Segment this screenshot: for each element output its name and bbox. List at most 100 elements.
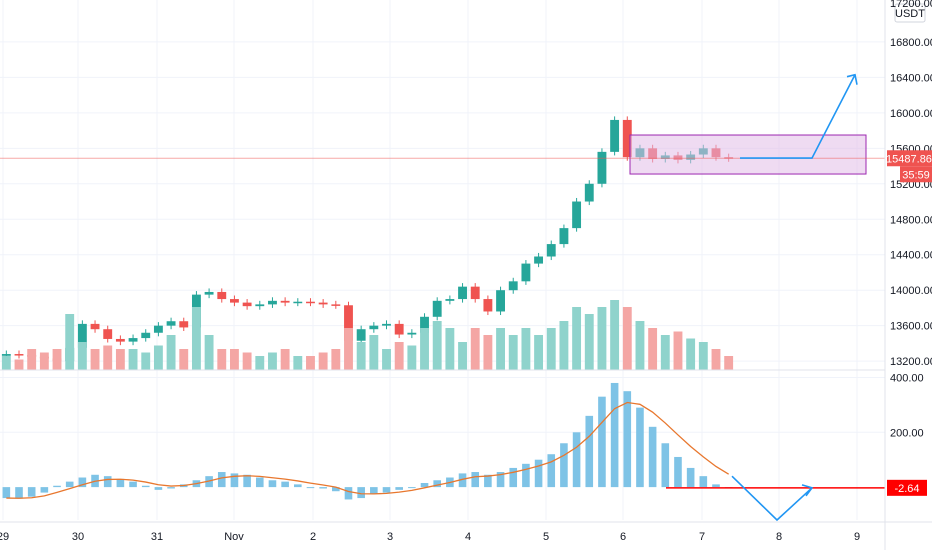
candle[interactable]	[432, 300, 442, 317]
volume-bar	[546, 328, 556, 370]
candle[interactable]	[204, 291, 214, 295]
volume-bar	[559, 321, 569, 370]
candle[interactable]	[622, 119, 632, 158]
time-axis[interactable]: 29 30 31 Nov 2 3 4 5 6 7 8 9	[0, 531, 860, 543]
currency-badge[interactable]	[894, 3, 926, 23]
time-axis-label: 4	[465, 531, 471, 543]
macd-histogram-bar	[610, 382, 619, 488]
candle[interactable]	[572, 201, 582, 229]
candle[interactable]	[230, 299, 239, 303]
candle[interactable]	[331, 304, 341, 306]
candle[interactable]	[141, 332, 151, 339]
macd-histogram-bar	[116, 478, 125, 488]
price-axis-label: 14400.00	[890, 250, 932, 262]
candle[interactable]	[344, 305, 353, 341]
forecast-arrow-price[interactable]	[740, 74, 856, 159]
candle[interactable]	[407, 332, 417, 335]
macd-histogram-bar	[141, 485, 150, 488]
macd-histogram-bar	[344, 487, 353, 500]
indicator-axis[interactable]: 400.00 200.00	[890, 372, 924, 439]
price-axis-label: 13600.00	[890, 321, 932, 333]
candle[interactable]	[179, 321, 189, 328]
candle[interactable]	[610, 119, 620, 152]
candle[interactable]	[496, 290, 505, 312]
candle[interactable]	[318, 302, 328, 305]
volume-bar	[711, 349, 721, 370]
macd-histogram-bar	[243, 474, 251, 488]
indicator-axis-label: 200.00	[890, 427, 924, 439]
candle[interactable]	[242, 302, 252, 307]
volume-bar	[242, 352, 252, 370]
candle[interactable]	[293, 301, 303, 304]
candle[interactable]	[103, 329, 113, 339]
candle[interactable]	[115, 338, 125, 342]
volume-bar	[331, 349, 341, 370]
price-axis[interactable]: 16800.0016400.0016000.0015600.0015200.00…	[890, 37, 932, 368]
volume-pane	[1, 300, 734, 370]
volume-bar	[635, 321, 645, 370]
macd-histogram-bar	[332, 487, 340, 492]
macd-histogram-bar	[496, 472, 505, 488]
candle[interactable]	[90, 323, 100, 330]
volume-bar	[141, 352, 151, 370]
candle[interactable]	[546, 244, 556, 257]
candle[interactable]	[521, 263, 531, 282]
candle[interactable]	[483, 299, 493, 312]
volume-bar	[572, 307, 582, 370]
macd-histogram-bar	[484, 474, 492, 488]
macd-histogram-bar	[53, 485, 61, 488]
macd-histogram-bar	[686, 467, 695, 488]
candle[interactable]	[534, 256, 544, 264]
candle[interactable]	[306, 301, 315, 304]
candle[interactable]	[470, 286, 480, 300]
macd-histogram-bar	[636, 407, 644, 488]
volume-bar	[128, 349, 138, 370]
candle[interactable]	[420, 316, 429, 333]
candle[interactable]	[280, 300, 290, 303]
candle[interactable]	[1, 354, 11, 356]
candle[interactable]	[166, 321, 176, 326]
candle[interactable]	[584, 183, 594, 202]
time-axis-label: 9	[854, 531, 860, 543]
candle[interactable]	[14, 354, 24, 356]
volume-bar	[724, 356, 734, 370]
candle[interactable]	[458, 286, 467, 300]
candle[interactable]	[255, 304, 265, 307]
macd-histogram-bar	[40, 487, 49, 493]
volume-bar	[686, 338, 696, 370]
candle[interactable]	[508, 281, 518, 291]
time-axis-label: 29	[0, 531, 9, 543]
forecast-drawings[interactable]	[731, 73, 858, 522]
volume-bar	[356, 342, 366, 370]
candle[interactable]	[382, 323, 391, 326]
candle[interactable]	[356, 329, 366, 341]
candle[interactable]	[128, 338, 138, 342]
candle[interactable]	[217, 291, 227, 300]
macd-histogram-bar	[230, 473, 239, 488]
macd-histogram-bar	[408, 487, 416, 489]
macd-histogram-bar	[2, 487, 11, 499]
volume-bar	[230, 349, 239, 370]
time-axis-label: 31	[151, 531, 163, 543]
volume-bar	[584, 314, 594, 370]
volume-bar	[77, 342, 87, 370]
macd-signal-line[interactable]	[6, 401, 730, 499]
volume-bar	[153, 345, 163, 370]
chart-grid	[0, 0, 885, 520]
range-box-rect[interactable]	[629, 134, 867, 175]
candle[interactable]	[394, 323, 404, 335]
candle[interactable]	[268, 300, 277, 305]
forecast-arrow-macd[interactable]	[731, 475, 813, 522]
macd-histogram-bar	[395, 487, 403, 490]
macd-histogram-bar	[420, 483, 429, 488]
volume-bar	[268, 352, 277, 370]
candle[interactable]	[153, 325, 163, 333]
macd-pane[interactable]	[2, 382, 885, 500]
range-box[interactable]	[629, 134, 867, 175]
candle[interactable]	[597, 151, 607, 184]
candle[interactable]	[559, 228, 569, 245]
candle[interactable]	[445, 299, 455, 301]
candle[interactable]	[77, 323, 87, 348]
candle[interactable]	[369, 325, 379, 330]
